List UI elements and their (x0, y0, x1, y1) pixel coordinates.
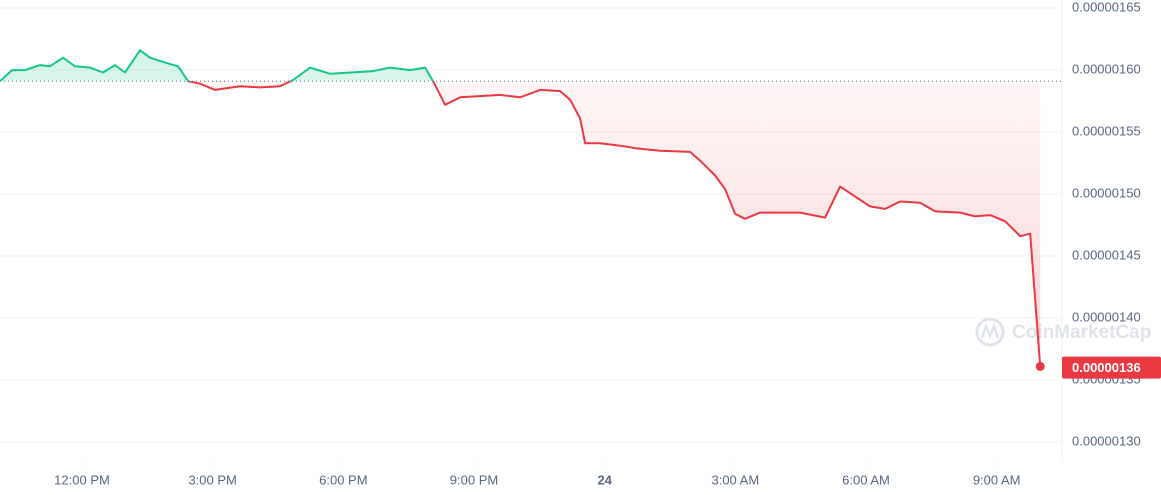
last-point (1035, 361, 1045, 371)
area-below (0, 81, 1041, 367)
x-tick-label: 6:00 PM (319, 472, 367, 487)
watermark: CoinMarketCap (975, 317, 1151, 347)
price-tag-label: 0.00000136 (1072, 360, 1141, 375)
x-tick-label: 3:00 AM (711, 472, 759, 487)
x-tick-label: 24 (597, 472, 612, 487)
price-line-up (0, 49, 435, 82)
x-tick-label: 9:00 AM (973, 472, 1021, 487)
watermark-text: CoinMarketCap (1012, 322, 1151, 343)
y-tick-label: 0.00000160 (1072, 61, 1141, 76)
x-tick-label: 12:00 PM (54, 472, 110, 487)
y-tick-label: 0.00000155 (1072, 123, 1141, 138)
y-tick-label: 0.00000140 (1072, 309, 1141, 324)
price-tag (1062, 356, 1161, 379)
price-line-down (0, 81, 1042, 367)
x-tick-label: 6:00 AM (842, 472, 890, 487)
y-tick-label: 0.00000165 (1072, 0, 1141, 14)
y-tick-label: 0.00000145 (1072, 247, 1141, 262)
x-tick-label: 3:00 PM (188, 472, 236, 487)
x-tick-label: 9:00 PM (450, 472, 498, 487)
y-tick-label: 0.00000130 (1072, 433, 1141, 448)
y-tick-label: 0.00000150 (1072, 185, 1141, 200)
area-above (0, 50, 433, 82)
